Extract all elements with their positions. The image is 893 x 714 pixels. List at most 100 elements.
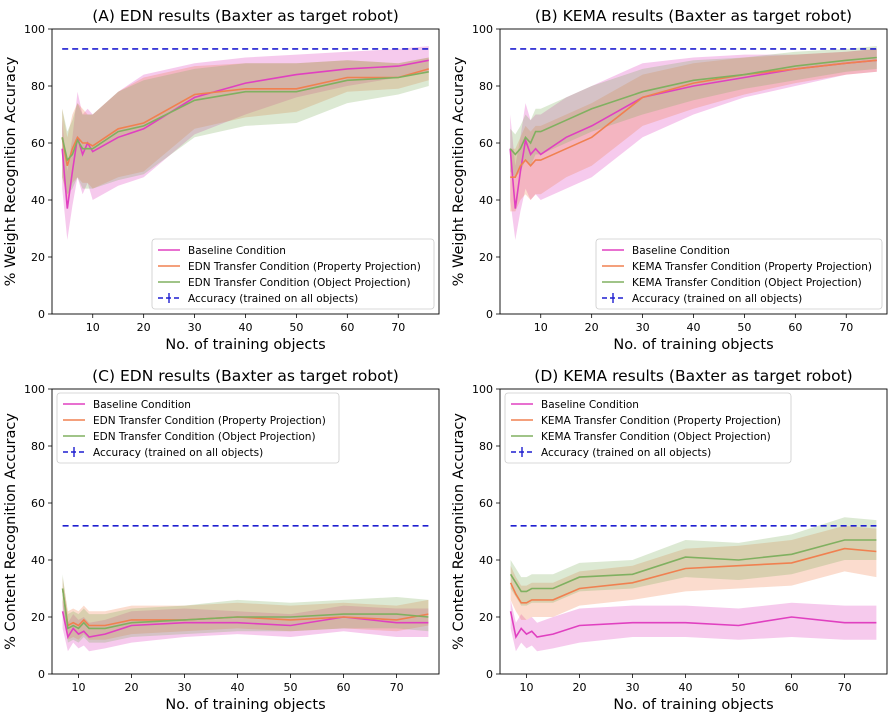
x-tick-label: 50 — [737, 321, 751, 334]
x-axis-label: No. of training objects — [165, 337, 325, 353]
x-axis-label: No. of training objects — [613, 697, 773, 713]
y-tick-label: 0 — [38, 668, 45, 681]
panel-a: (A) EDN results (Baxter as target robot)… — [3, 7, 440, 353]
legend-entry-2: KEMA Transfer Condition (Object Projecti… — [632, 277, 862, 289]
series-band-1 — [62, 57, 429, 200]
legend-box — [56, 392, 340, 464]
y-tick-label: 100 — [24, 23, 45, 36]
y-tick-label: 60 — [479, 497, 493, 510]
y-axis-label: % Weight Recognition Accuracy — [3, 56, 19, 286]
x-tick-label: 70 — [838, 681, 852, 694]
x-axis-label: No. of training objects — [613, 337, 773, 353]
legend-entry-reference: Accuracy (trained on all objects) — [541, 447, 711, 459]
legend-entry-1: KEMA Transfer Condition (Property Projec… — [632, 261, 872, 273]
series-band-2 — [62, 574, 429, 643]
series-band-1 — [510, 525, 877, 620]
series-line-2 — [61, 71, 429, 162]
legend-box — [151, 238, 435, 310]
x-tick-label: 70 — [391, 321, 405, 334]
legend: Baseline Condition EDN Transfer Condition… — [56, 392, 340, 464]
chart-title: (A) EDN results (Baxter as target robot) — [92, 7, 399, 25]
legend-entry-1: EDN Transfer Condition (Property Project… — [188, 261, 421, 273]
x-tick-label: 70 — [390, 681, 404, 694]
y-tick-label: 100 — [24, 383, 45, 396]
plot-area — [61, 524, 429, 652]
y-tick-label: 60 — [479, 137, 493, 150]
legend-entry-0: Baseline Condition — [188, 245, 286, 257]
legend: Baseline Condition KEMA Transfer Conditio… — [504, 392, 792, 464]
panel-c: (C) EDN results (Baxter as target robot)… — [3, 367, 440, 713]
x-tick-label: 50 — [284, 681, 298, 694]
plot-area — [509, 46, 877, 240]
x-tick-label: 30 — [188, 321, 202, 334]
plot-frame — [499, 28, 888, 315]
x-tick-label: 30 — [626, 681, 640, 694]
chart-title: (C) EDN results (Baxter as target robot) — [92, 367, 399, 385]
x-tick-label: 50 — [289, 321, 303, 334]
y-tick-label: 60 — [31, 137, 45, 150]
x-tick-label: 50 — [732, 681, 746, 694]
legend-entry-0: Baseline Condition — [541, 399, 639, 411]
y-tick-label: 100 — [472, 383, 493, 396]
y-tick-label: 80 — [31, 440, 45, 453]
y-tick-label: 80 — [31, 80, 45, 93]
x-tick-label: 40 — [231, 681, 245, 694]
legend-entry-2: KEMA Transfer Condition (Object Projecti… — [541, 431, 771, 443]
x-tick-label: 40 — [239, 321, 253, 334]
y-tick-label: 0 — [38, 308, 45, 321]
y-tick-label: 80 — [479, 80, 493, 93]
y-tick-label: 40 — [31, 554, 45, 567]
x-tick-label: 40 — [679, 681, 693, 694]
x-tick-label: 70 — [839, 321, 853, 334]
legend-entry-2: EDN Transfer Condition (Object Projectio… — [93, 431, 316, 443]
x-tick-label: 30 — [178, 681, 192, 694]
series-band-0 — [62, 599, 429, 652]
legend-entry-reference: Accuracy (trained on all objects) — [632, 293, 802, 305]
x-tick-label: 10 — [86, 321, 100, 334]
x-tick-label: 60 — [340, 321, 354, 334]
series-band-0 — [62, 46, 429, 240]
series-line-0 — [509, 611, 877, 640]
x-tick-label: 20 — [137, 321, 151, 334]
series-line-2 — [509, 56, 877, 156]
x-tick-label: 20 — [585, 321, 599, 334]
series-line-0 — [61, 611, 429, 640]
x-tick-label: 60 — [785, 681, 799, 694]
legend-entry-0: Baseline Condition — [93, 399, 191, 411]
x-tick-label: 10 — [534, 321, 548, 334]
y-tick-label: 40 — [479, 554, 493, 567]
x-tick-label: 60 — [788, 321, 802, 334]
legend-entry-0: Baseline Condition — [632, 245, 730, 257]
plot-frame — [499, 388, 888, 675]
x-axis-label: No. of training objects — [165, 697, 325, 713]
y-axis-label: % Content Recognition Accuracy — [451, 413, 467, 650]
y-axis-label: % Weight Recognition Accuracy — [451, 56, 467, 286]
legend-entry-reference: Accuracy (trained on all objects) — [188, 293, 358, 305]
chart-title: (D) KEMA results (Baxter as target robot… — [534, 367, 852, 385]
x-tick-label: 30 — [636, 321, 650, 334]
y-tick-label: 60 — [31, 497, 45, 510]
legend-entry-1: KEMA Transfer Condition (Property Projec… — [541, 415, 781, 427]
x-tick-label: 20 — [125, 681, 139, 694]
series-band-2 — [510, 517, 877, 606]
series-line-1 — [61, 68, 430, 167]
panel-b: (B) KEMA results (Baxter as target robot… — [451, 7, 888, 353]
legend-entry-1: EDN Transfer Condition (Property Project… — [93, 415, 326, 427]
legend-box — [595, 238, 883, 310]
series-band-2 — [510, 46, 877, 178]
legend-box — [504, 392, 792, 464]
series-band-0 — [510, 599, 877, 652]
series-line-0 — [61, 59, 429, 209]
y-tick-label: 40 — [31, 194, 45, 207]
y-tick-label: 20 — [31, 611, 45, 624]
y-tick-label: 80 — [479, 440, 493, 453]
series-line-0 — [509, 59, 877, 209]
y-tick-label: 40 — [479, 194, 493, 207]
series-band-0 — [510, 48, 877, 240]
series-line-2 — [509, 539, 877, 593]
series-band-2 — [62, 57, 429, 195]
plot-frame — [51, 28, 440, 315]
legend: Baseline Condition EDN Transfer Condition… — [151, 238, 435, 310]
panel-d: (D) KEMA results (Baxter as target robot… — [451, 367, 888, 713]
series-line-1 — [509, 547, 877, 604]
